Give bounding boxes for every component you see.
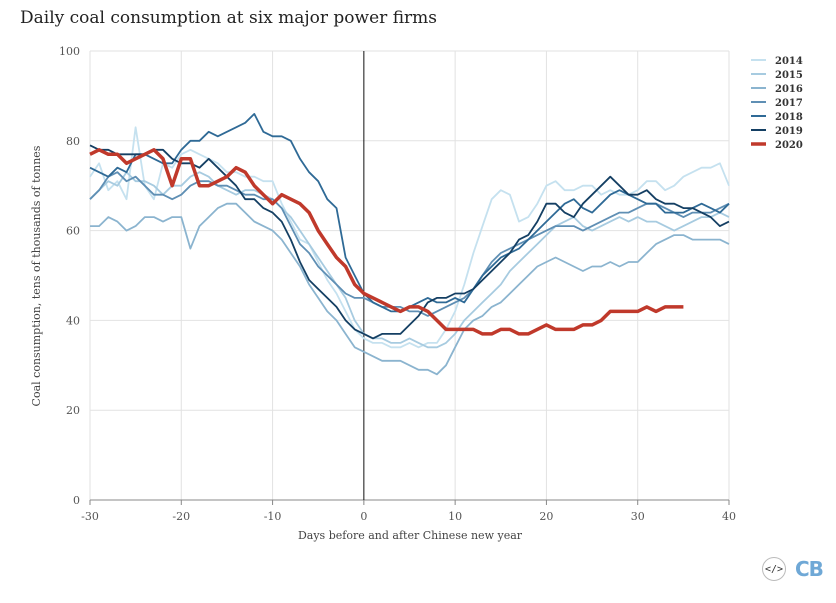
y-axis-label: Coal consumption, tens of thousands of t… bbox=[30, 145, 43, 406]
y-tick-label: 100 bbox=[59, 45, 80, 58]
x-tick-label: 20 bbox=[539, 510, 553, 523]
y-tick-label: 80 bbox=[66, 135, 80, 148]
legend: 2014 2015 2016 2017 2018 2019 2020 bbox=[751, 56, 803, 151]
x-axis-ticks: -30 -20 -10 0 10 20 30 40 bbox=[81, 500, 736, 523]
x-tick-label: -10 bbox=[264, 510, 282, 523]
legend-label-2018: 2018 bbox=[775, 112, 803, 123]
x-tick-label: -20 bbox=[172, 510, 190, 523]
y-axis-ticks: 0 20 40 60 80 100 bbox=[59, 45, 80, 507]
x-tick-label: -30 bbox=[81, 510, 99, 523]
legend-label-2020: 2020 bbox=[775, 140, 803, 151]
y-tick-label: 40 bbox=[66, 314, 80, 327]
series-line-2016 bbox=[90, 202, 730, 376]
x-axis-label: Days before and after Chinese new year bbox=[298, 529, 523, 542]
legend-label-2017: 2017 bbox=[775, 98, 803, 109]
series-line-2014 bbox=[89, 126, 730, 349]
y-tick-label: 60 bbox=[66, 225, 80, 238]
legend-label-2016: 2016 bbox=[775, 84, 803, 95]
x-tick-label: 10 bbox=[448, 510, 462, 523]
x-tick-label: 40 bbox=[722, 510, 736, 523]
series-line-2020 bbox=[89, 148, 684, 336]
x-tick-label: 30 bbox=[631, 510, 645, 523]
series-lines bbox=[89, 113, 730, 376]
embed-code-icon: </> bbox=[764, 563, 784, 575]
series-line-2019 bbox=[89, 144, 730, 340]
chart-title: Daily coal consumption at six major powe… bbox=[20, 8, 437, 28]
y-tick-label: 0 bbox=[73, 494, 80, 507]
carbon-brief-logo[interactable]: CB bbox=[795, 557, 824, 581]
legend-label-2014: 2014 bbox=[775, 56, 803, 67]
series-line-2017 bbox=[89, 171, 730, 317]
series-line-2015 bbox=[89, 171, 730, 349]
grid-lines bbox=[89, 50, 730, 501]
legend-label-2015: 2015 bbox=[775, 70, 803, 81]
x-tick-label: 0 bbox=[360, 510, 367, 523]
series-line-2018 bbox=[89, 113, 730, 313]
y-tick-label: 20 bbox=[66, 404, 80, 417]
embed-code-button[interactable]: </> bbox=[762, 557, 786, 581]
legend-label-2019: 2019 bbox=[775, 126, 803, 137]
